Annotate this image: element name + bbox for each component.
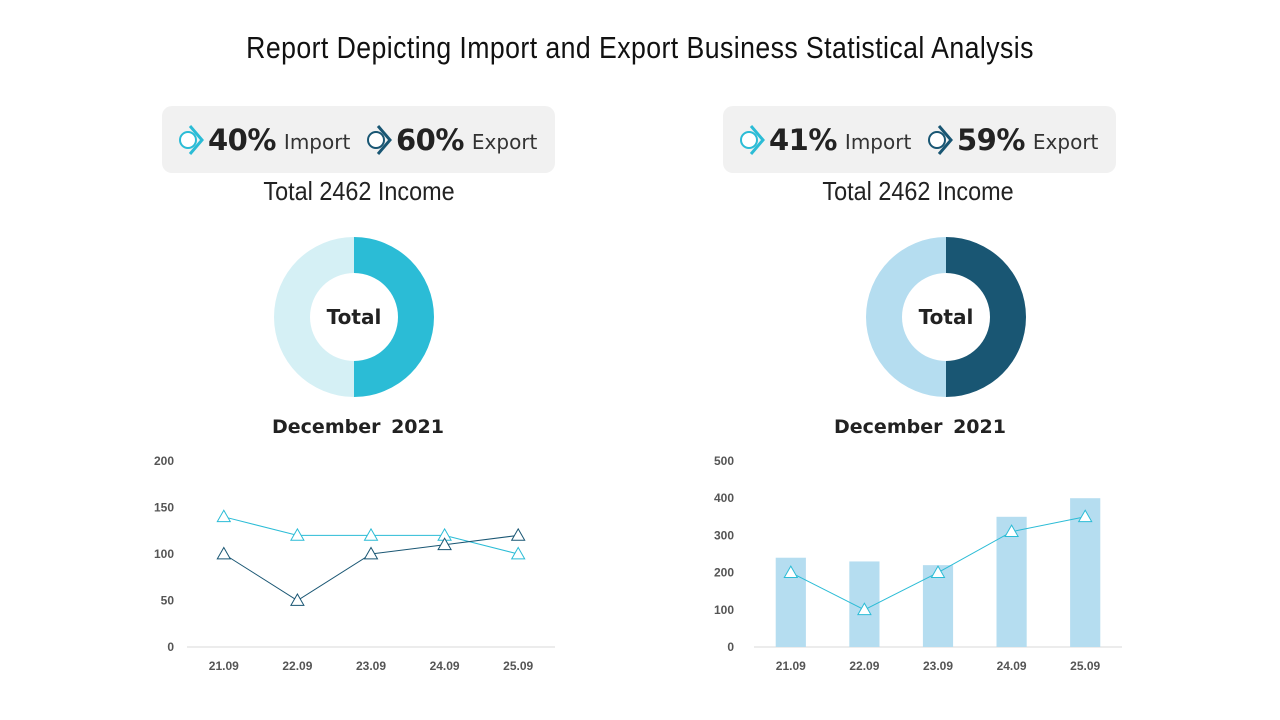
export-label: Export <box>471 129 538 154</box>
page-title: Report Depicting Import and Export Busin… <box>246 30 1034 65</box>
donut-slice-export <box>946 237 1026 397</box>
donut-slice-import <box>274 237 354 397</box>
export-percent: 59% <box>957 122 1025 157</box>
data-point <box>1004 524 1019 538</box>
data-point-series-1 <box>290 527 305 541</box>
donut-center-label: Total <box>327 305 382 329</box>
bar <box>922 565 954 647</box>
import-label: Import <box>283 129 351 154</box>
import-marker-icon <box>740 124 765 155</box>
x-tick-label: 23.09 <box>356 659 386 673</box>
data-point <box>930 565 946 578</box>
total-income-left: Total 2462 Income <box>263 176 455 206</box>
x-tick-label: 21.09 <box>776 659 806 673</box>
data-point <box>1077 509 1093 523</box>
y-tick-label: 400 <box>714 491 734 505</box>
data-point-series-2 <box>290 592 305 606</box>
x-tick-label: 22.09 <box>849 659 879 673</box>
export-stat-right: 59% Export <box>925 106 1098 173</box>
import-percent: 40% <box>208 122 276 157</box>
line-series-2 <box>223 534 519 602</box>
x-tick-label: 22.09 <box>282 659 312 673</box>
data-point-series-2 <box>216 546 232 560</box>
y-tick-label: 200 <box>714 566 734 580</box>
x-tick-label: 25.09 <box>503 659 533 673</box>
data-point-series-1 <box>216 509 232 523</box>
data-point-series-2 <box>510 527 526 541</box>
import-stat-right: 41% Import <box>737 106 911 173</box>
y-tick-label: 150 <box>154 501 174 515</box>
line-chart: 0 50 100 150 200 21.09 22.09 23.09 24.09 25.09 <box>154 454 555 673</box>
month-label-left: December 2021 <box>272 416 444 438</box>
data-point-series-1 <box>363 527 379 541</box>
data-point-series-2 <box>437 537 452 551</box>
month-label-right: December 2021 <box>834 416 1006 438</box>
donut-center-label: Total <box>919 305 974 329</box>
x-tick-label: 24.09 <box>430 659 460 673</box>
import-stat-left: 40% Import <box>176 106 350 173</box>
donut-chart-left: Total <box>274 237 434 397</box>
import-percent: 41% <box>769 122 837 157</box>
y-tick-label: 100 <box>714 603 734 617</box>
x-tick-label: 21.09 <box>209 659 239 673</box>
export-marker-icon <box>928 124 953 155</box>
y-tick-label: 200 <box>154 454 174 468</box>
donut-chart-right: Total <box>866 237 1026 397</box>
stat-box-right: 41% Import 59% Export <box>723 106 1116 173</box>
export-label: Export <box>1032 129 1099 154</box>
export-marker-icon <box>367 124 392 155</box>
y-tick-label: 500 <box>714 454 734 468</box>
bar <box>996 516 1027 647</box>
data-point-series-2 <box>363 546 379 560</box>
bar-chart: 0 100 200 300 400 500 21.09 22.09 23.09 24.09 25.0… <box>714 454 1122 673</box>
y-tick-label: 50 <box>161 594 175 608</box>
stat-box-left: 40% Import 60% Export <box>162 106 555 173</box>
x-tick-label: 24.09 <box>997 659 1027 673</box>
data-point <box>783 565 799 578</box>
bar <box>1070 498 1101 647</box>
import-marker-icon <box>179 124 204 155</box>
x-tick-label: 23.09 <box>923 659 953 673</box>
y-tick-label: 300 <box>714 528 734 542</box>
data-point <box>857 602 872 616</box>
import-label: Import <box>844 129 912 154</box>
donut-slice-import <box>866 237 946 397</box>
y-tick-label: 100 <box>154 547 174 561</box>
donut-slice-export <box>354 237 434 397</box>
export-percent: 60% <box>396 122 464 157</box>
total-income-right: Total 2462 Income <box>822 176 1014 206</box>
y-tick-label: 0 <box>167 640 174 654</box>
x-tick-label: 25.09 <box>1070 659 1100 673</box>
y-tick-label: 0 <box>727 640 734 654</box>
data-point-series-1 <box>510 546 526 560</box>
export-stat-left: 60% Export <box>364 106 537 173</box>
